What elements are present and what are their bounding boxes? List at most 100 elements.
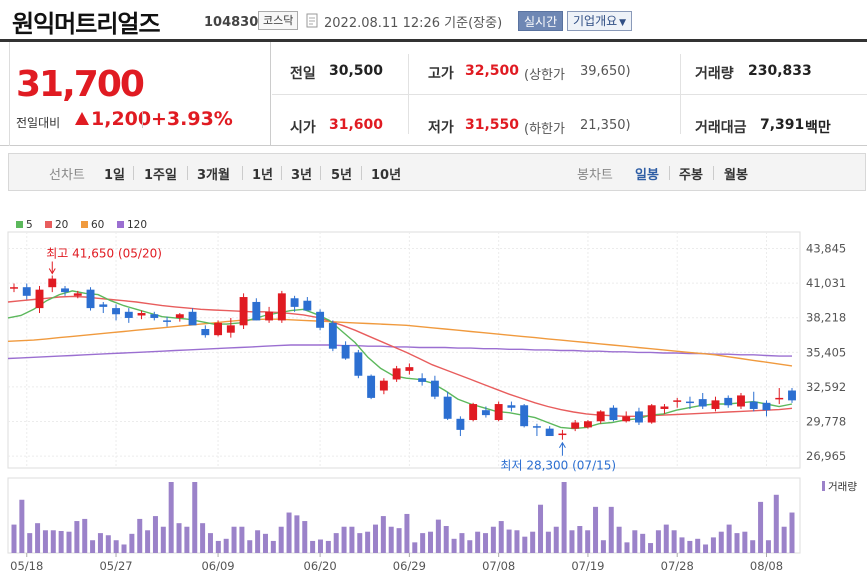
volume-bar [781, 526, 787, 553]
volume-bar [514, 530, 520, 553]
company-overview-button[interactable]: 기업개요 ▼ [567, 11, 633, 31]
volume-bar [50, 530, 56, 553]
candle-daily[interactable]: 일봉 [635, 168, 659, 183]
volume-bar [357, 533, 363, 553]
volume-bar [333, 533, 339, 553]
volume-bar [310, 540, 316, 553]
volume-bar [97, 533, 103, 553]
volume-bar [404, 513, 410, 553]
realtime-button[interactable]: 실시간 [518, 11, 564, 31]
volume-bar [317, 539, 323, 553]
volume-bar [506, 529, 512, 553]
volume-bar [35, 523, 41, 553]
lower-limit-label: (하한가 [524, 122, 565, 137]
divider [242, 166, 243, 180]
volume-bar [341, 526, 347, 553]
lower-limit-value: 21,350) [580, 118, 631, 133]
period-1d[interactable]: 1일 [104, 168, 126, 183]
candle-body [532, 426, 541, 428]
volume-label: 거래량 [695, 66, 734, 82]
candle-body [609, 407, 618, 421]
plot-frame [7, 231, 801, 469]
volume-bar [773, 494, 779, 553]
period-3m[interactable]: 3개월 [197, 168, 230, 183]
volume-bar [640, 533, 646, 553]
candle-body [226, 325, 235, 333]
period-1w[interactable]: 1주일 [144, 168, 177, 183]
trade-value-unit: 백만 [805, 120, 831, 136]
volume-bar [616, 526, 622, 553]
divider [272, 94, 867, 95]
legend-label-60: 60 [91, 219, 104, 231]
volume-bar [538, 504, 544, 553]
legend-swatch-120 [117, 221, 124, 228]
candle-body [456, 418, 465, 430]
volume-bar [726, 524, 732, 553]
volume-bar [380, 516, 386, 553]
period-3y[interactable]: 3년 [291, 168, 313, 183]
stock-header: 원익머트리얼즈 104830 코스닥 2022.08.11 12:26 기준(장… [0, 0, 867, 42]
volume-frame [7, 477, 801, 554]
candle-body [290, 298, 299, 307]
candle-body [10, 287, 18, 289]
candle-body [762, 402, 771, 411]
volume-bar [608, 506, 614, 553]
volume-bar [192, 482, 198, 553]
volume-bar [388, 526, 394, 553]
chart-grid [7, 231, 801, 554]
open-label: 시가 [290, 120, 316, 136]
volume-bar [231, 526, 237, 553]
period-10y[interactable]: 10년 [371, 168, 402, 183]
x-tick-label: 08/08 [750, 559, 783, 573]
volume-bar [302, 521, 308, 553]
candle-monthly[interactable]: 월봉 [724, 168, 748, 183]
x-tick-label: 06/20 [304, 559, 337, 573]
candle-body [35, 289, 44, 309]
volume-bar [475, 531, 481, 553]
low-value: 31,550 [465, 117, 520, 133]
period-5y[interactable]: 5년 [331, 168, 353, 183]
candle-body [163, 320, 172, 322]
volume-bar [718, 531, 724, 553]
max-arrowhead [48, 268, 56, 275]
volume-bar [365, 531, 371, 553]
volume-bar [428, 531, 434, 553]
divider [713, 166, 714, 180]
volume-bar [632, 530, 638, 553]
candle-body [201, 329, 210, 336]
volume-bar [74, 521, 80, 553]
prev-close-label: 전일 [290, 66, 316, 82]
trade-value: 7,391 [760, 117, 805, 133]
volume-bar [412, 542, 418, 553]
x-tick-label: 05/18 [10, 559, 43, 573]
volume-bar [765, 540, 771, 553]
volume-bar [215, 540, 221, 553]
candle-body [252, 301, 261, 321]
candle-body [73, 293, 82, 296]
candle-body [686, 401, 694, 404]
volume-bar [435, 519, 441, 553]
candlesticks [10, 275, 796, 440]
volume-bar [585, 530, 591, 553]
candle-body [520, 405, 529, 427]
stock-chart[interactable]: 5 20 60 120 43,845 41,031 38,218 35,405 32,592 2… [0, 210, 867, 581]
candle-body [22, 287, 31, 296]
period-1y[interactable]: 1년 [252, 168, 274, 183]
high-value: 32,500 [465, 63, 520, 79]
volume-bars: 거래량 [11, 481, 857, 553]
candle-body [61, 288, 69, 293]
x-tick-label: 07/19 [571, 559, 604, 573]
volume-bar [789, 512, 795, 553]
volume-bar [152, 516, 158, 553]
prev-close-value: 30,500 [329, 63, 384, 79]
volume-bar [420, 533, 426, 553]
volume-bar [758, 501, 764, 553]
divider [408, 54, 409, 134]
volume-bar [27, 533, 33, 553]
document-icon[interactable] [306, 13, 320, 29]
chart-legend: 5 20 60 120 [16, 219, 147, 231]
upper-limit-label: (상한가 [524, 68, 565, 83]
candle-body [430, 380, 439, 397]
candle-weekly[interactable]: 주봉 [679, 168, 703, 183]
volume-bar [561, 482, 567, 553]
